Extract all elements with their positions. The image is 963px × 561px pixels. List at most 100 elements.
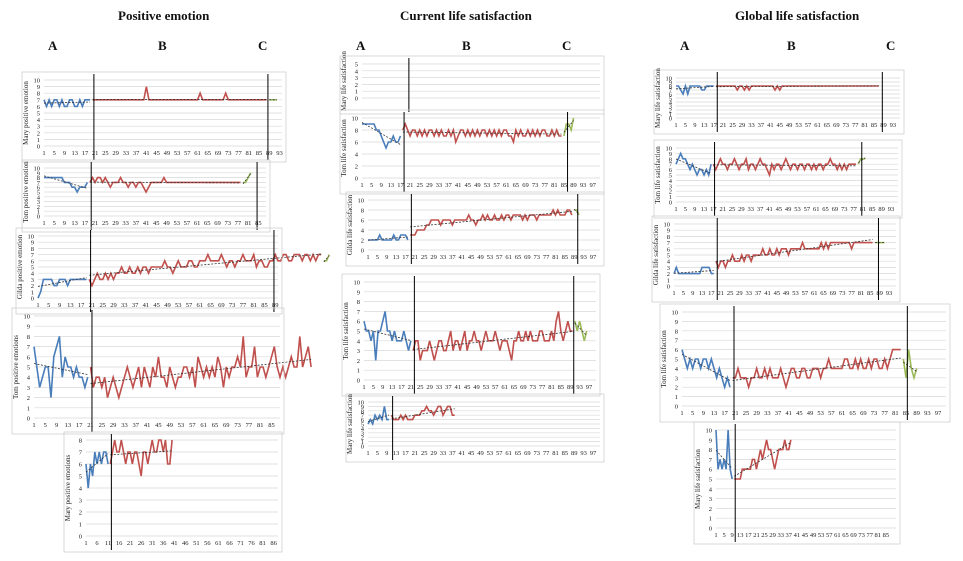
- series-line-phase-a: [362, 123, 402, 151]
- x-tick-label: 21: [753, 532, 760, 539]
- x-tick-label: 73: [858, 532, 865, 539]
- trend-line: [361, 122, 401, 145]
- x-tick-label: 25: [421, 450, 428, 457]
- phase-label-a: A: [680, 38, 690, 53]
- x-tick-label: 89: [876, 290, 883, 297]
- x-tick-label: 21: [92, 220, 99, 227]
- x-tick-label: 29: [430, 254, 437, 261]
- trend-line: [733, 442, 792, 477]
- y-axis-label: Tom life satisfaction: [340, 119, 348, 177]
- trend-line: [363, 328, 411, 341]
- y-tick-label: 5: [355, 62, 358, 69]
- y-tick-label: 5: [357, 329, 360, 336]
- x-tick-label: 57: [184, 220, 191, 227]
- y-axis-label: Mary life satisfaction: [340, 51, 348, 111]
- x-tick-label: 81: [245, 150, 252, 157]
- trend-line: [391, 408, 455, 420]
- y-tick-label: 8: [361, 208, 364, 215]
- y-tick-label: 7: [675, 338, 679, 345]
- y-tick-label: 5: [31, 265, 34, 272]
- y-tick-label: 0: [361, 444, 364, 451]
- x-tick-label: 69: [833, 122, 840, 129]
- x-tick-label: 61: [834, 532, 841, 539]
- panel-frame: [11, 307, 285, 435]
- x-tick-label: 5: [53, 150, 56, 157]
- x-tick-label: 65: [842, 532, 849, 539]
- x-tick-label: 49: [163, 220, 170, 227]
- y-tick-label: 9: [709, 437, 712, 444]
- x-tick-label: 21: [407, 182, 414, 189]
- y-tick-label: 5: [669, 173, 672, 180]
- x-tick-label: 65: [515, 450, 522, 457]
- x-tick-label: 89: [571, 450, 578, 457]
- x-tick-label: 1: [42, 220, 45, 227]
- y-tick-label: 7: [669, 88, 673, 95]
- x-tick-label: 21: [127, 540, 134, 547]
- x-tick-label: 9: [691, 290, 694, 297]
- y-tick-label: 0: [355, 96, 358, 103]
- y-tick-label: 0: [669, 200, 672, 207]
- x-tick-label: 17: [708, 290, 715, 297]
- x-tick-label: 13: [67, 302, 74, 309]
- y-tick-label: 6: [675, 347, 679, 354]
- x-tick-label: 41: [767, 122, 774, 129]
- series-line-phase-a: [673, 265, 714, 275]
- x-tick-label: 65: [849, 410, 856, 417]
- y-axis-label: Gilda positive emotion: [16, 234, 24, 299]
- x-tick-label: 45: [468, 450, 475, 457]
- x-tick-label: 53: [487, 450, 494, 457]
- x-tick-label: 13: [711, 410, 718, 417]
- x-tick-label: 65: [824, 122, 831, 129]
- x-tick-label: 17: [397, 182, 404, 189]
- series-line-phase-c: [902, 349, 918, 381]
- y-tick-label: 4: [669, 100, 673, 107]
- y-tick-label: 1: [37, 209, 40, 216]
- x-tick-label: 65: [212, 422, 219, 429]
- y-tick-label: 9: [31, 240, 34, 247]
- y-tick-label: 1: [355, 89, 358, 96]
- y-tick-label: 5: [27, 365, 30, 372]
- y-tick-label: 2: [79, 510, 82, 517]
- x-tick-label: 86: [270, 540, 277, 547]
- series-line-phase-b: [88, 252, 322, 288]
- x-tick-label: 9: [693, 122, 696, 129]
- x-tick-label: 1: [674, 122, 677, 129]
- x-tick-label: 49: [786, 122, 793, 129]
- x-tick-label: 25: [99, 422, 106, 429]
- y-axis-label: Gilda life satisfaction: [346, 194, 354, 255]
- x-tick-label: 17: [745, 532, 752, 539]
- y-tick-label: 9: [669, 80, 672, 87]
- y-tick-label: 2: [27, 395, 30, 402]
- x-tick-label: 45: [155, 422, 162, 429]
- x-tick-label: 73: [841, 206, 848, 213]
- trend-line: [43, 175, 88, 189]
- y-tick-label: 8: [709, 447, 712, 454]
- x-tick-label: 45: [153, 150, 160, 157]
- y-tick-label: 8: [675, 328, 678, 335]
- y-tick-label: 10: [358, 400, 365, 407]
- x-tick-label: 45: [153, 220, 160, 227]
- series-line-phase-b: [412, 311, 573, 361]
- x-tick-label: 1: [42, 150, 45, 157]
- y-tick-label: 3: [355, 75, 358, 82]
- x-tick-label: 33: [777, 532, 784, 539]
- series-line-phase-a: [43, 97, 91, 109]
- y-tick-label: 3: [357, 348, 360, 355]
- y-tick-label: 9: [37, 84, 40, 91]
- series-line-phase-a: [33, 336, 89, 398]
- x-tick-label: 69: [522, 182, 529, 189]
- x-tick-label: 5: [47, 302, 50, 309]
- panel-frame: [651, 215, 901, 303]
- x-tick-label: 25: [729, 206, 736, 213]
- x-tick-label: 77: [543, 254, 550, 261]
- y-tick-label: 1: [37, 137, 40, 144]
- x-tick-label: 81: [257, 422, 264, 429]
- x-tick-label: 53: [818, 532, 825, 539]
- series-line-phase-b: [390, 404, 455, 422]
- y-tick-label: 3: [669, 104, 672, 111]
- y-tick-label: 1: [675, 394, 678, 401]
